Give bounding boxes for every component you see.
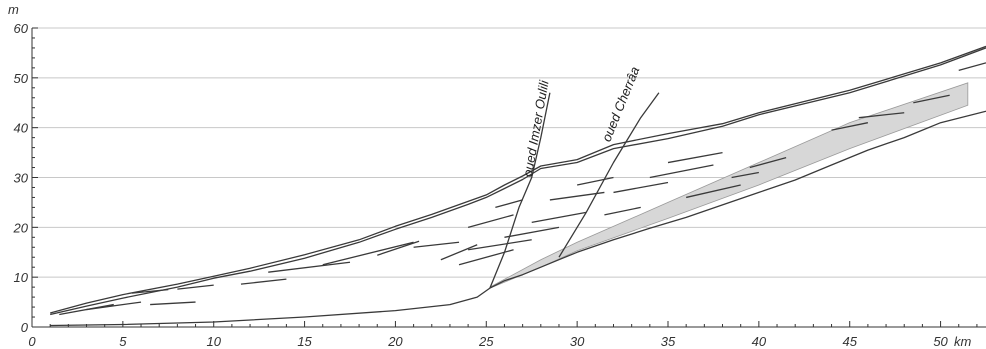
profile-lines (50, 45, 986, 327)
terrace-segment (958, 62, 986, 71)
x-tick-label: 10 (206, 334, 221, 349)
series-line-3 (489, 92, 551, 289)
terrace-segment (858, 112, 905, 119)
terrace-segment (749, 156, 787, 169)
terrace-segment (177, 284, 214, 290)
terrace-segment (913, 94, 950, 104)
x-tick-label: 20 (387, 334, 403, 349)
y-tick-label: 0 (21, 320, 29, 335)
x-tick-label: 0 (28, 334, 36, 349)
x-tick-label: 30 (570, 334, 585, 349)
x-tick-label: 25 (478, 334, 494, 349)
terrace-segment (150, 301, 196, 306)
x-tick-label: 15 (297, 334, 312, 349)
y-unit-label: m (8, 2, 19, 17)
terrace-segment (268, 261, 351, 273)
tick-labels: 0 10 20 30 40 50 60 0 5 10 15 20 25 30 35 40 45 50 (13, 21, 949, 349)
y-tick-label: 40 (14, 121, 29, 136)
terrace-segment (549, 191, 605, 201)
x-tick-label: 40 (752, 334, 767, 349)
y-tick-label: 20 (13, 220, 29, 235)
terrace-segment (731, 171, 759, 179)
terrace-segment (531, 211, 587, 223)
series-line-2 (50, 110, 986, 327)
terrace-segment (377, 240, 420, 256)
terrace-segment (322, 241, 414, 266)
terrace-segments (59, 62, 986, 316)
terrace-segment (131, 288, 169, 294)
x-tick-label: 5 (119, 334, 127, 349)
terrace-segment (440, 244, 478, 261)
series-line-1 (50, 47, 986, 316)
y-tick-label: 10 (14, 270, 29, 285)
axes (31, 27, 986, 328)
y-tick-label: 30 (14, 171, 29, 186)
terrace-segment (495, 199, 523, 209)
terrace-segment (468, 239, 532, 251)
terrace-segment (504, 226, 560, 238)
terrace-segment (458, 249, 514, 266)
terrace-segment (240, 278, 287, 285)
terrace-segment (577, 176, 614, 186)
terrace-segment (604, 206, 641, 216)
terrace-segment (613, 181, 669, 194)
x-tick-label: 45 (842, 334, 857, 349)
river-label: oued Cherrâa (599, 64, 643, 143)
terrace-segment (59, 303, 114, 316)
series-line-0 (50, 45, 986, 314)
terrace-segment (467, 214, 514, 228)
x-tick-label: 50 (933, 334, 948, 349)
terrace-segment (86, 301, 142, 311)
terrace-segment (649, 164, 714, 179)
terrace-segment (831, 122, 869, 131)
x-tick-label: 35 (661, 334, 676, 349)
y-tick-label: 60 (14, 21, 29, 36)
y-tick-label: 50 (14, 71, 29, 86)
x-unit-label: km (954, 334, 972, 349)
terrace-segment (413, 241, 460, 248)
gridlines (32, 27, 986, 278)
series-line-4 (558, 92, 660, 258)
terrace-segment (667, 151, 723, 164)
terrace-segment (686, 184, 741, 199)
